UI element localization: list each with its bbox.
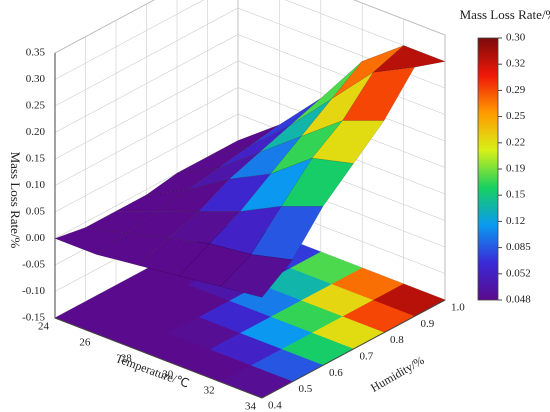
colorbar-tick-label: 0.12 [506,215,525,227]
x-tick-label: 30 [162,369,174,381]
z-tick-label: 0.00 [26,232,46,244]
y-tick-label: 0.7 [360,351,374,363]
y-tick-label: 0.5 [299,383,313,395]
z-tick-label: 0.35 [26,47,46,59]
colorbar-tick-label: 0.29 [506,84,526,96]
surface-patch [311,120,385,164]
y-tick-label: 0.4 [268,400,282,412]
colorbar-tick-label: 0.22 [506,136,525,148]
colorbar-tick-label: 0.32 [506,58,525,70]
z-tick-label: 0.10 [26,179,46,191]
x-tick-label: 34 [245,401,257,412]
x-tick-label: 24 [38,321,50,333]
z-tick-label: 0.15 [26,153,46,165]
x-tick-label: 32 [204,385,215,397]
z-tick-label: -0.15 [22,312,45,324]
x-tick-label: 28 [121,353,133,365]
colorbar [477,37,499,301]
z-axis-label: Mass Loss Rate/% [8,152,23,249]
z-tick-label: 0.30 [26,73,46,85]
colorbar-tick-label: 0.25 [506,110,526,122]
y-tick-label: 1.0 [451,302,465,314]
colorbar-tick-label: 0.052 [506,267,531,279]
surface-patch [220,254,293,298]
colorbar-tick-label: 0.30 [506,32,526,44]
colorbar-tick-label: 0.048 [506,294,531,306]
colorbar-tick-label: 0.085 [506,241,531,253]
y-tick-label: 0.8 [390,334,404,346]
z-tick-label: 0.20 [26,126,46,138]
axis-line [54,299,446,399]
z-tick-label: 0.25 [26,100,46,112]
surface-patch [342,66,415,121]
y-tick-label: 0.9 [421,318,435,330]
colorbar-title: Mass Loss Rate/% [460,7,550,22]
z-tick-label: -0.10 [22,285,45,297]
z-tick-label: -0.05 [22,259,45,271]
y-axis-label: Humidity/% [368,353,426,395]
z-tick-label: 0.05 [26,206,46,218]
y-tick-label: 0.6 [329,367,343,379]
colorbar-tick-label: 0.19 [506,163,526,175]
x-tick-label: 26 [79,337,91,349]
colorbar-tick-label: 0.15 [506,189,526,201]
